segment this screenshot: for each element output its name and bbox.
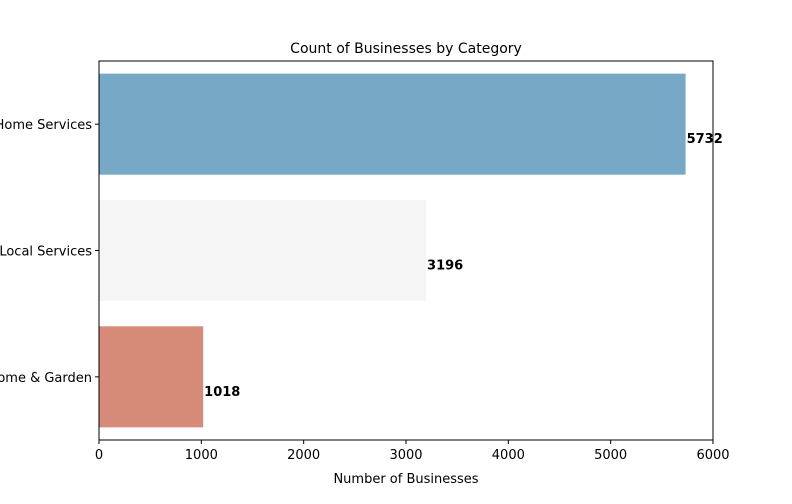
value-label-2: 1018 <box>204 385 240 400</box>
plot-frame <box>98 60 714 441</box>
bar-0 <box>99 73 686 175</box>
y-axis: Home Services Local Services Home & Garden <box>0 118 99 386</box>
x-tick-label-0: 0 <box>95 448 103 463</box>
x-axis: 0 1000 2000 3000 4000 5000 6000 <box>95 440 730 463</box>
x-tick-label-6: 6000 <box>696 448 729 463</box>
x-tick-label-2: 2000 <box>287 448 320 463</box>
x-tick-label-4: 4000 <box>492 448 525 463</box>
y-tick-label-1: Local Services <box>0 245 92 260</box>
bars-group <box>99 73 686 428</box>
y-tick-label-0: Home Services <box>0 118 92 133</box>
value-label-0: 5732 <box>687 132 723 147</box>
x-tick-label-3: 3000 <box>389 448 422 463</box>
bar-2 <box>99 326 204 428</box>
y-tick-label-2: Home & Garden <box>0 371 92 386</box>
bar-1 <box>99 199 427 302</box>
value-labels-group: 5732 3196 1018 <box>204 132 723 400</box>
x-tick-label-1: 1000 <box>185 448 218 463</box>
x-axis-label: Number of Businesses <box>333 472 478 487</box>
chart-title: Count of Businesses by Category <box>290 41 522 57</box>
value-label-1: 3196 <box>427 259 463 274</box>
x-tick-label-5: 5000 <box>594 448 627 463</box>
